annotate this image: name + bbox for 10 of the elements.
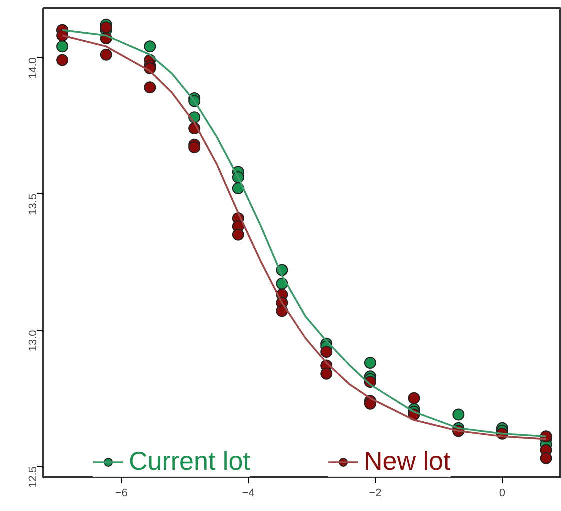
x-tick-label: 0 (499, 488, 506, 500)
y-tick-label: 14.0 (28, 58, 40, 79)
legend-label: New lot (364, 446, 451, 477)
y-tick-label: 12.5 (28, 466, 40, 488)
x-tick-label: −2 (369, 488, 382, 500)
legend-label: Current lot (129, 446, 250, 477)
x-tick-label: −6 (115, 488, 128, 500)
y-tick-label: 13.5 (28, 194, 40, 216)
y-tick-label: 13.0 (28, 330, 40, 352)
x-tick-label: −4 (242, 488, 255, 500)
